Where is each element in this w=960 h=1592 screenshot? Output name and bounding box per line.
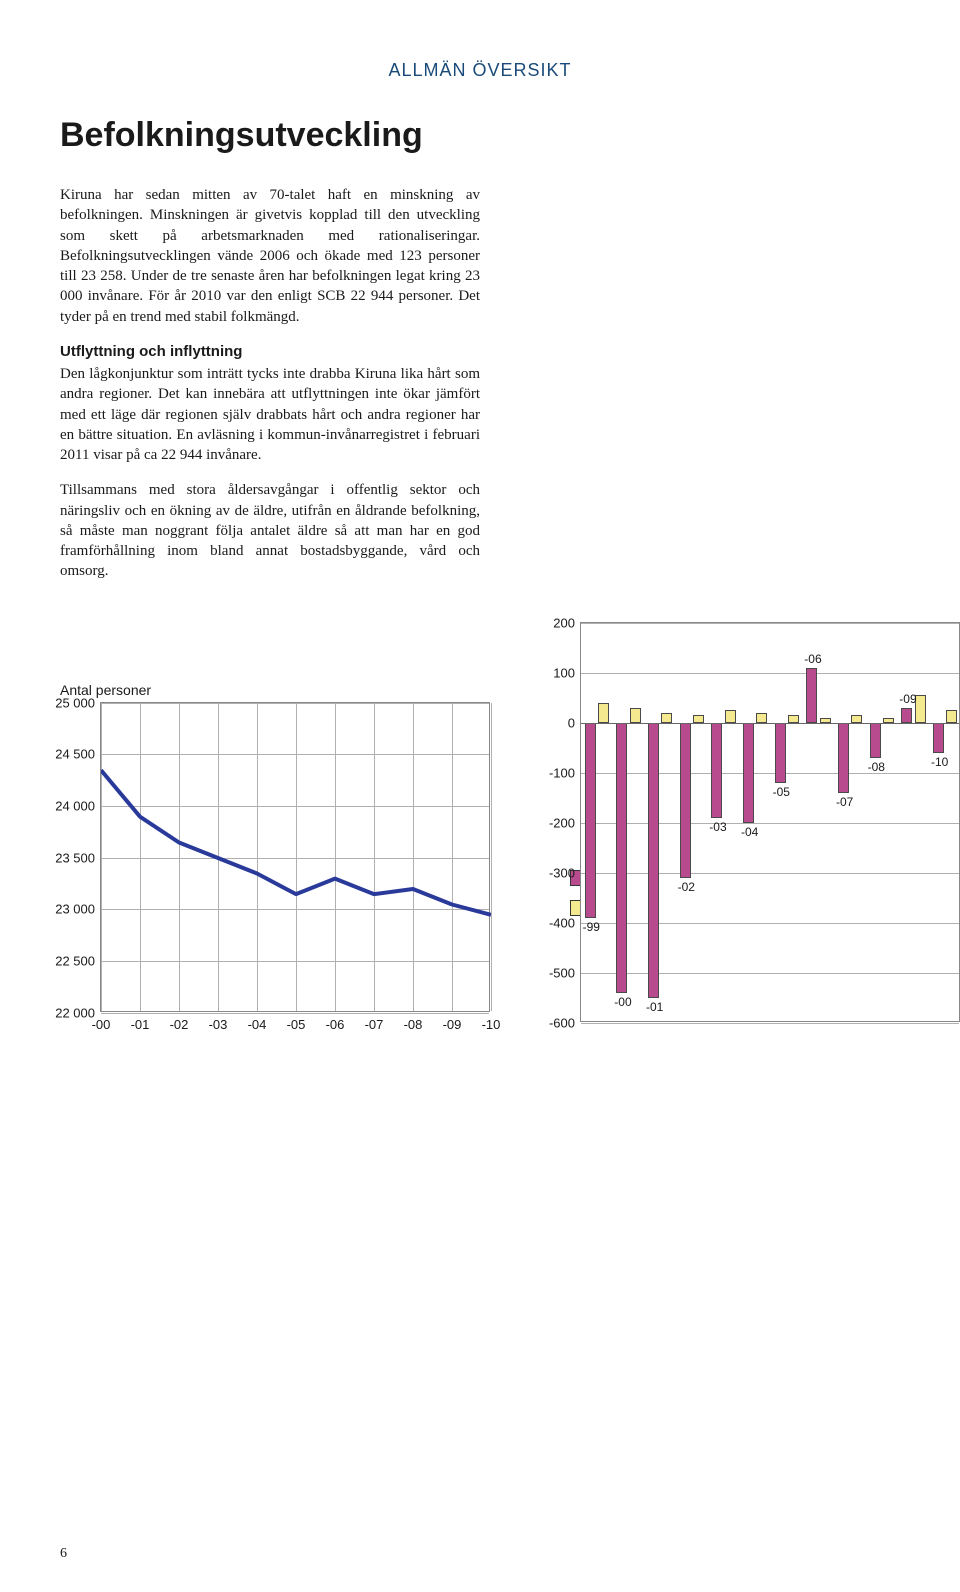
- bar-flytt: [946, 710, 957, 723]
- bar-fodelse: [648, 723, 659, 998]
- charts-row: Antal personer 25 00024 50024 00023 5002…: [60, 622, 900, 1022]
- bar-fodelse: [838, 723, 849, 793]
- line-chart-plot: 25 00024 50024 00023 50023 00022 50022 0…: [100, 702, 490, 1012]
- bar-flytt: [661, 713, 672, 723]
- bar-chart-ytick: -400: [549, 915, 581, 930]
- bar-fodelse: [585, 723, 596, 918]
- bar-category-label: -99: [583, 920, 600, 934]
- bar-category-label: -01: [646, 1000, 663, 1014]
- bar-chart-ytick: -100: [549, 765, 581, 780]
- line-chart-xtick: -00: [92, 1011, 111, 1032]
- subheading-utflyttning: Utflyttning och inflyttning: [60, 342, 480, 362]
- bar-fodelse: [680, 723, 691, 878]
- bar-fodelse: [711, 723, 722, 818]
- bar-chart-ytick: -300: [549, 865, 581, 880]
- bar-chart-zero-line: [581, 723, 959, 724]
- header-label: ALLMÄN ÖVERSIKT: [60, 60, 900, 81]
- bar-category-label: -03: [709, 820, 726, 834]
- bar-chart-gridline: [581, 673, 959, 674]
- bar-chart-ytick: 100: [553, 665, 581, 680]
- bar-fodelse: [806, 668, 817, 723]
- bar-category-label: -06: [804, 652, 821, 666]
- bar-chart-ytick: 200: [553, 615, 581, 630]
- line-chart-xtick: -09: [443, 1011, 462, 1032]
- paragraph-3: Tillsammans med stora åldersavgångar i o…: [60, 480, 480, 581]
- bar-flytt: [725, 710, 736, 723]
- line-chart-xtick: -10: [482, 1011, 501, 1032]
- bar-category-label: -02: [678, 880, 695, 894]
- bar-fodelse: [901, 708, 912, 723]
- line-chart-xtick: -07: [365, 1011, 384, 1032]
- bar-fodelse: [616, 723, 627, 993]
- bar-category-label: -04: [741, 825, 758, 839]
- bar-fodelse: [775, 723, 786, 783]
- line-chart-series: [101, 703, 491, 1013]
- bar-flytt: [756, 713, 767, 723]
- paragraph-1: Kiruna har sedan mitten av 70-talet haft…: [60, 185, 480, 327]
- body-text-column: Kiruna har sedan mitten av 70-talet haft…: [60, 185, 480, 582]
- bar-category-label: -05: [773, 785, 790, 799]
- line-chart-ytick: 25 000: [55, 695, 101, 710]
- line-chart-xtick: -02: [170, 1011, 189, 1032]
- line-chart-xtick: -04: [248, 1011, 267, 1032]
- bar-category-label: -08: [868, 760, 885, 774]
- bar-category-label: -10: [931, 755, 948, 769]
- bar-flytt: [693, 715, 704, 723]
- paragraph-2: Den lågkonjunktur som inträtt tycks inte…: [60, 364, 480, 465]
- bar-flytt: [851, 715, 862, 723]
- bar-chart-gridline: [581, 623, 959, 624]
- bar-fodelse: [743, 723, 754, 823]
- bar-fodelse: [870, 723, 881, 758]
- bar-chart-gridline: [581, 973, 959, 974]
- bar-flytt: [598, 703, 609, 723]
- bar-category-label: -07: [836, 795, 853, 809]
- line-chart-xtick: -08: [404, 1011, 423, 1032]
- line-chart-axis-title: Antal personer: [60, 682, 490, 698]
- bar-chart-plot: 2001000-100-200-300-400-500-600-99-00-01…: [580, 622, 960, 1022]
- bar-chart-ytick: -500: [549, 965, 581, 980]
- bar-category-label: -09: [899, 692, 916, 706]
- bar-flytt: [788, 715, 799, 723]
- bar-flytt: [630, 708, 641, 723]
- bar-chart-gridline: [581, 1023, 959, 1024]
- bar-chart-gridline: [581, 873, 959, 874]
- line-chart-ytick: 23 500: [55, 850, 101, 865]
- page-title: Befolkningsutveckling: [60, 116, 900, 155]
- bar-chart-ytick: 0: [568, 715, 581, 730]
- line-chart-ytick: 24 500: [55, 747, 101, 762]
- line-chart-ytick: 22 500: [55, 953, 101, 968]
- line-chart-ytick: 23 000: [55, 902, 101, 917]
- bar-chart-ytick: -600: [549, 1015, 581, 1030]
- line-chart-xtick: -03: [209, 1011, 228, 1032]
- population-line-chart: Antal personer 25 00024 50024 00023 5002…: [100, 682, 490, 1012]
- page-number: 6: [60, 1546, 67, 1562]
- bar-category-label: -00: [614, 995, 631, 1009]
- bar-chart-gridline: [581, 823, 959, 824]
- bar-fodelse: [933, 723, 944, 753]
- bar-chart-gridline: [581, 923, 959, 924]
- line-chart-ytick: 24 000: [55, 798, 101, 813]
- bar-chart-ytick: -200: [549, 815, 581, 830]
- line-chart-xtick: -05: [287, 1011, 306, 1032]
- migration-bar-chart: 2001000-100-200-300-400-500-600-99-00-01…: [580, 622, 960, 1022]
- line-chart-xtick: -06: [326, 1011, 345, 1032]
- line-chart-xtick: -01: [131, 1011, 150, 1032]
- line-chart-gridline-v: [491, 703, 492, 1011]
- bar-chart-gridline: [581, 773, 959, 774]
